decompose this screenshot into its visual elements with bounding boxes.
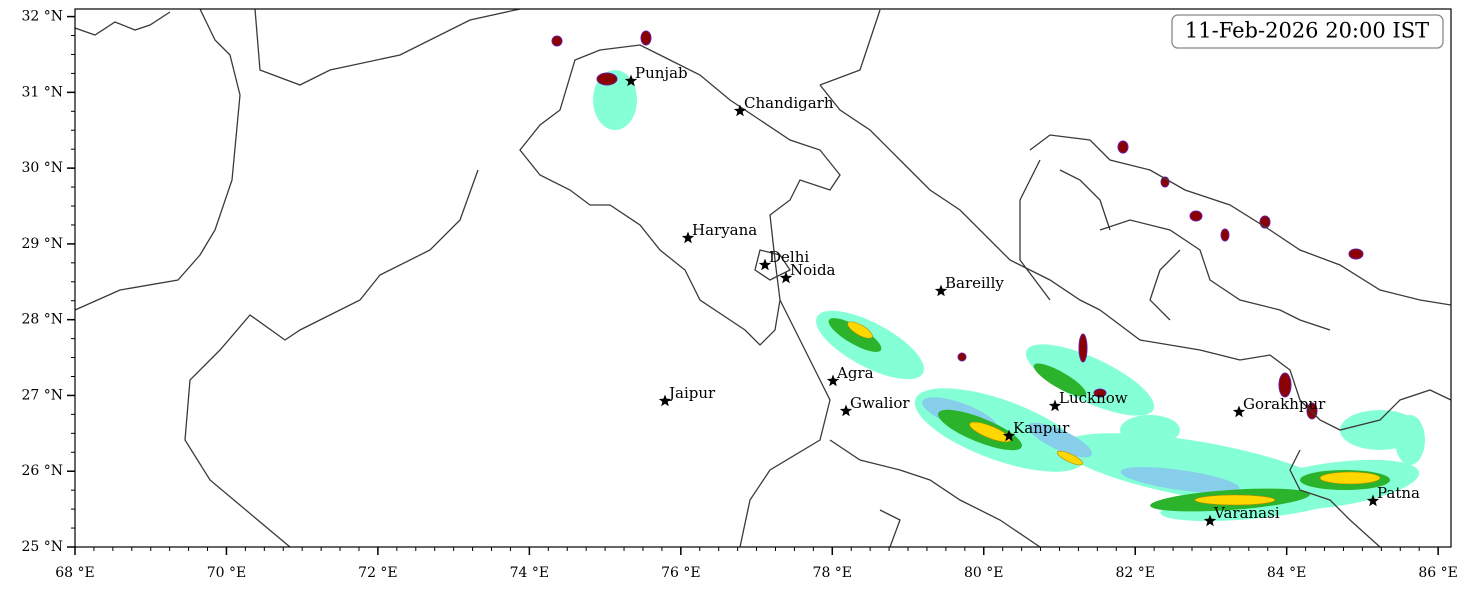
city-marker <box>733 104 747 117</box>
city-label: Bareilly <box>945 274 1004 292</box>
x-tick-label: 78 °E <box>813 565 852 581</box>
city-label: Haryana <box>692 221 757 239</box>
x-tick-label: 70 °E <box>207 565 246 581</box>
city-label: Lucknow <box>1059 389 1128 407</box>
y-tick-label: 27 °N <box>21 387 63 403</box>
city-marker <box>779 271 793 284</box>
city-marker <box>934 284 948 297</box>
y-tick-label: 32 °N <box>21 9 63 25</box>
city-marker <box>1048 399 1062 412</box>
city-label: Punjab <box>635 64 688 82</box>
x-tick-label: 72 °E <box>358 565 397 581</box>
city-label: Gorakhpur <box>1243 395 1326 413</box>
y-tick-label: 25 °N <box>21 539 63 555</box>
city-marker <box>658 394 672 407</box>
city-label: Jaipur <box>667 384 716 402</box>
city-label: Delhi <box>769 248 809 266</box>
city-label: Gwalior <box>850 394 910 412</box>
timestamp-box <box>1171 14 1444 49</box>
x-tick-label: 82 °E <box>1115 565 1154 581</box>
city-marker <box>1366 494 1380 507</box>
x-tick-label: 80 °E <box>964 565 1003 581</box>
y-tick-label: 28 °N <box>21 312 63 328</box>
plot-frame <box>74 8 1452 548</box>
city-marker <box>758 258 772 271</box>
y-tick-label: 30 °N <box>21 160 63 176</box>
y-tick-label: 29 °N <box>21 236 63 252</box>
city-label: Varanasi <box>1213 504 1280 522</box>
y-tick-label: 26 °N <box>21 463 63 479</box>
map-content <box>75 9 1451 547</box>
city-label: Noida <box>790 261 836 279</box>
x-tick-label: 74 °E <box>510 565 549 581</box>
x-tick-label: 86 °E <box>1418 565 1457 581</box>
city-marker <box>1203 514 1217 527</box>
x-tick-label: 76 °E <box>661 565 700 581</box>
x-tick-label: 84 °E <box>1267 565 1306 581</box>
timestamp: 11-Feb-2026 20:00 IST <box>1185 19 1429 43</box>
borders <box>75 9 1451 547</box>
city-label: Agra <box>836 364 874 382</box>
city-marker <box>1232 405 1246 418</box>
y-tick-label: 31 °N <box>21 84 63 100</box>
x-tick-label: 68 °E <box>55 565 94 581</box>
city-label: Patna <box>1377 484 1420 502</box>
city-marker <box>839 404 853 417</box>
city-marker <box>1002 429 1016 442</box>
city-marker <box>624 74 638 87</box>
city-marker <box>826 374 840 387</box>
precipitation <box>551 30 1425 522</box>
city-marker <box>681 231 695 244</box>
city-label: Kanpur <box>1013 419 1070 437</box>
city-label: Chandigarh <box>744 94 834 112</box>
